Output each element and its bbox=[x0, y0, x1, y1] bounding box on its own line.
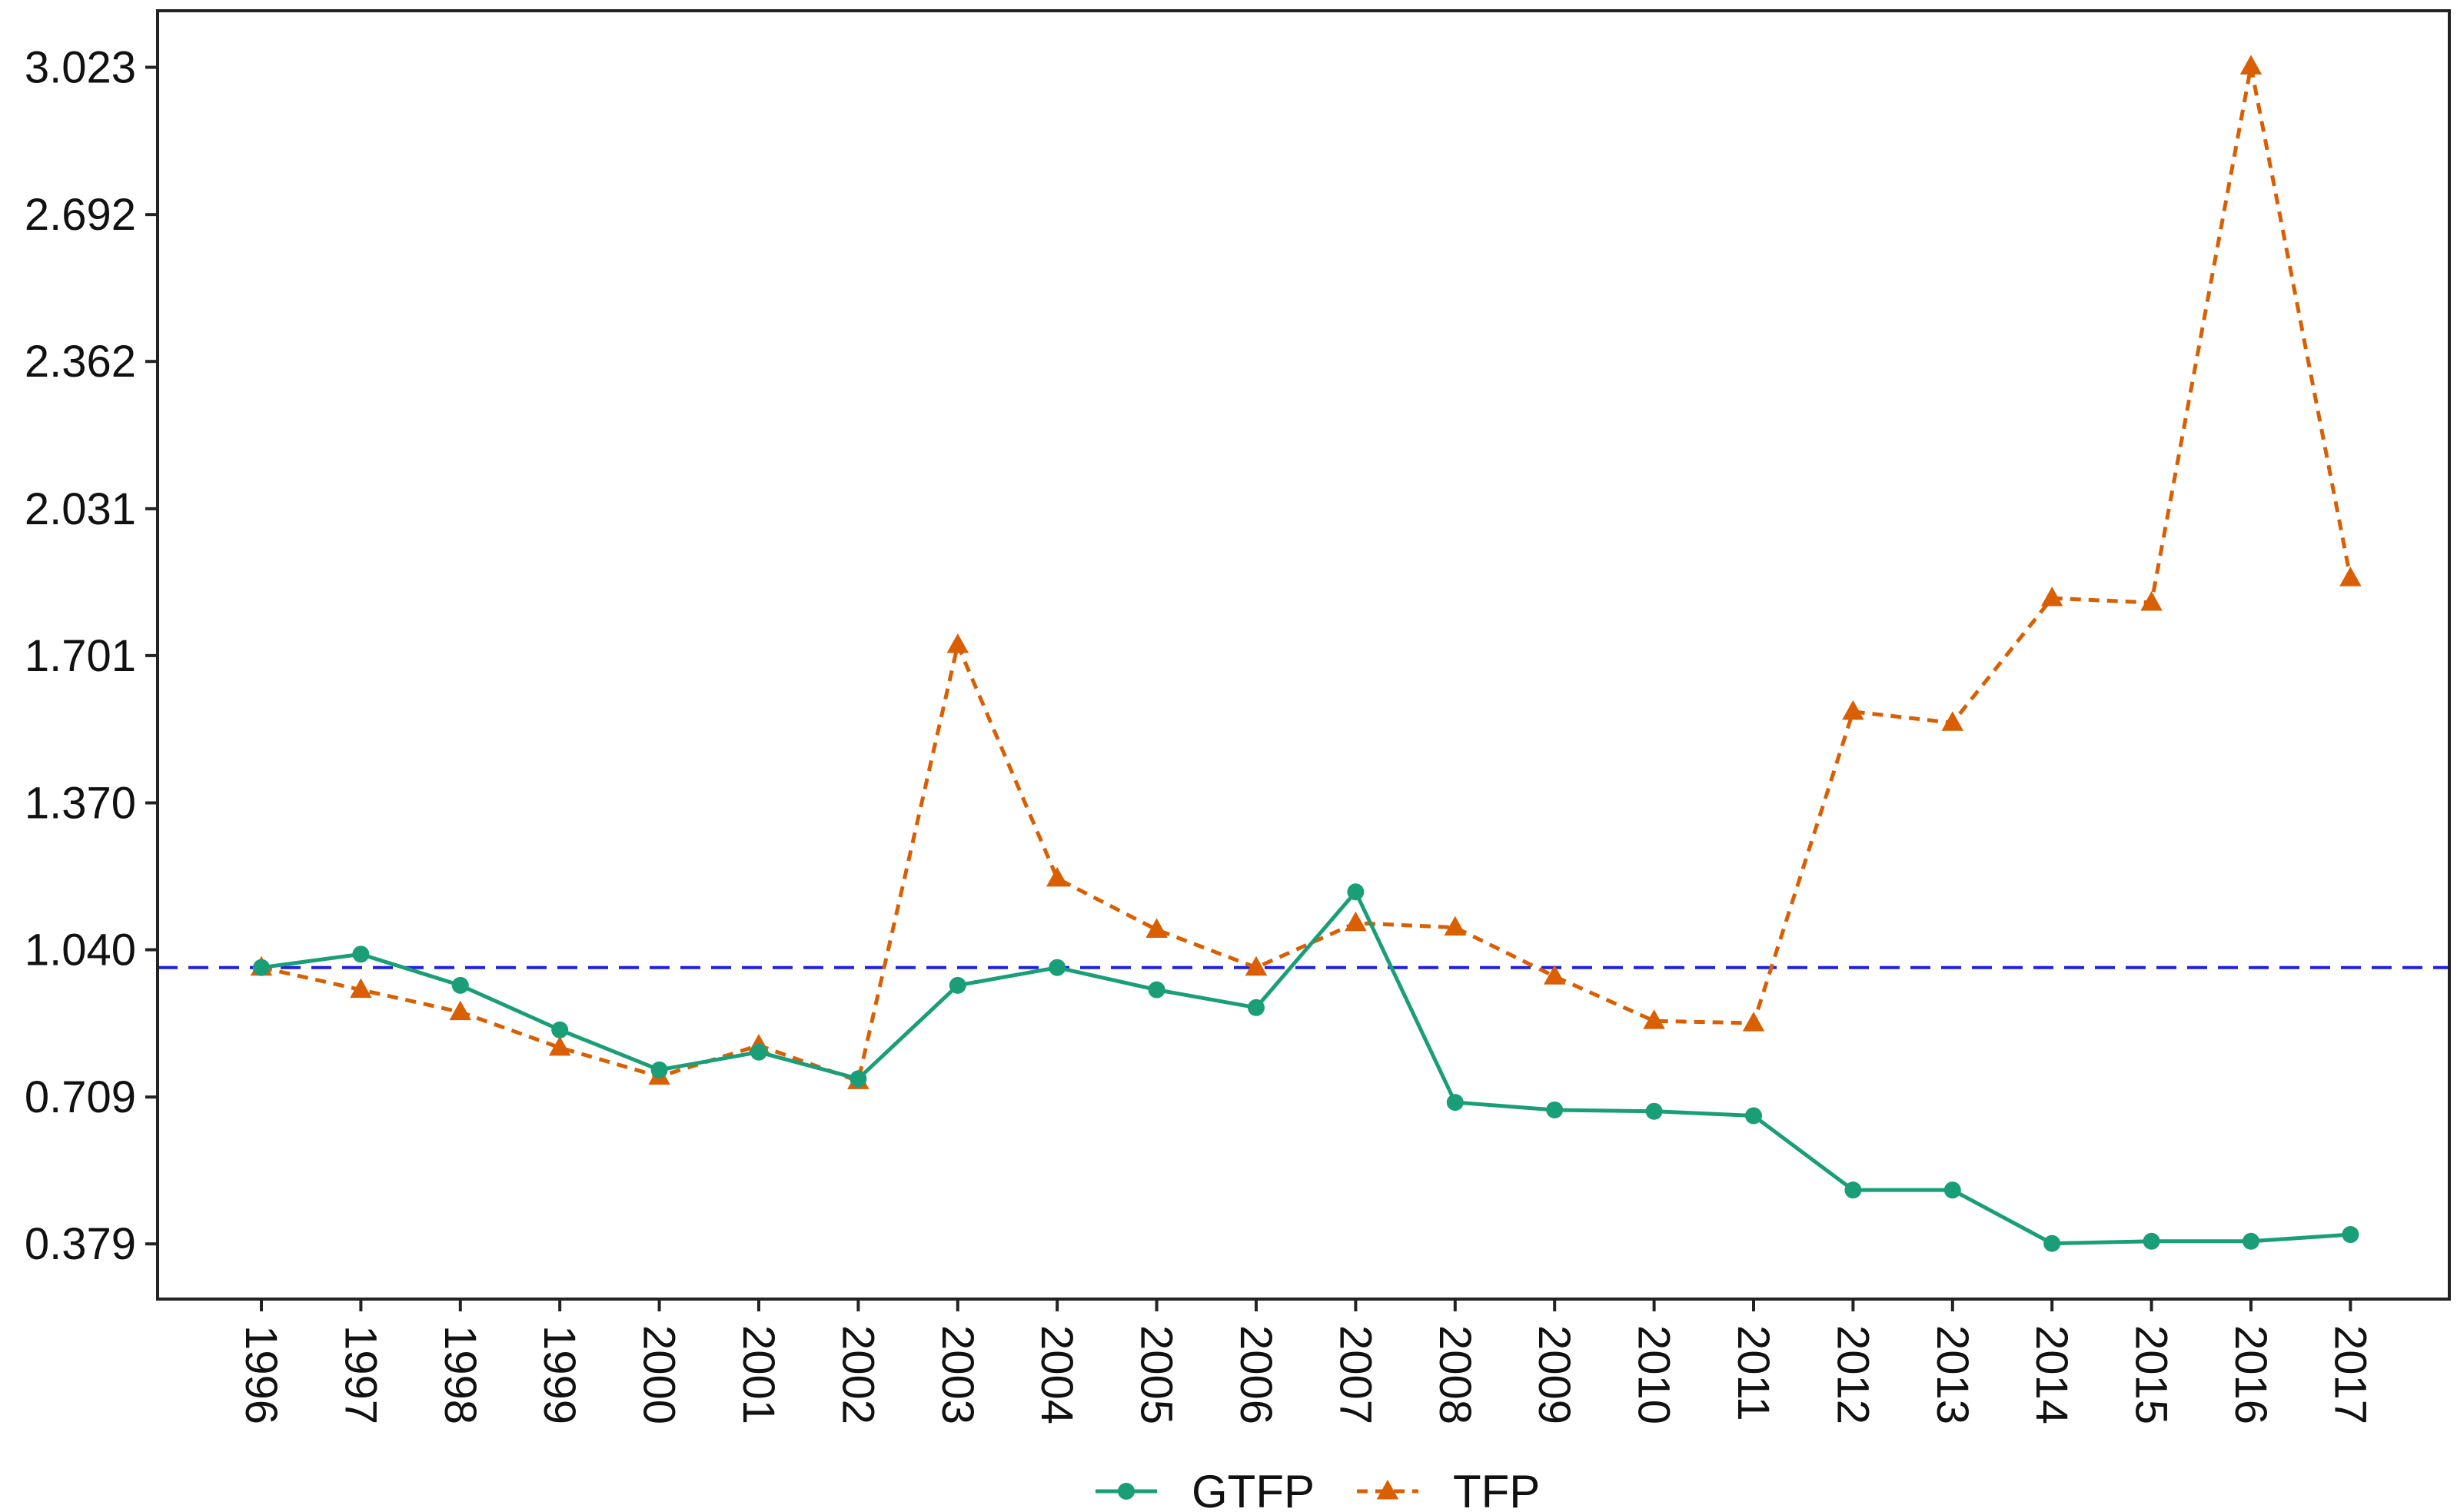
x-tick-label: 2007 bbox=[1330, 1325, 1380, 1424]
data-point-gtfp bbox=[2043, 1235, 2061, 1252]
legend-marker-triangle bbox=[1376, 1480, 1399, 1500]
x-tick-label: 2008 bbox=[1430, 1325, 1480, 1424]
x-tick-label: 1997 bbox=[335, 1325, 385, 1424]
x-tick-label: 1996 bbox=[236, 1325, 286, 1424]
x-tick-label: 2014 bbox=[2026, 1325, 2076, 1424]
data-point-gtfp bbox=[551, 1021, 569, 1038]
x-tick-label: 2001 bbox=[733, 1325, 783, 1424]
data-point-gtfp bbox=[1347, 883, 1365, 901]
data-point-tfp bbox=[2140, 590, 2163, 611]
x-tick-label: 2012 bbox=[1827, 1325, 1877, 1424]
y-tick-label: 0.379 bbox=[25, 1219, 136, 1269]
data-point-gtfp bbox=[650, 1061, 668, 1078]
x-tick-label: 2006 bbox=[1231, 1325, 1281, 1424]
x-tick-label: 1999 bbox=[534, 1325, 584, 1424]
x-tick-label: 2017 bbox=[2325, 1325, 2375, 1424]
x-tick-label: 2005 bbox=[1132, 1325, 1182, 1424]
x-tick-label: 2015 bbox=[2126, 1325, 2176, 1424]
data-point-tfp bbox=[1941, 711, 1964, 731]
x-tick-label: 2004 bbox=[1032, 1325, 1082, 1424]
y-tick-label: 2.692 bbox=[25, 190, 136, 240]
data-point-tfp bbox=[2339, 567, 2362, 587]
data-point-gtfp bbox=[1645, 1102, 1663, 1120]
y-tick-label: 2.362 bbox=[25, 337, 136, 387]
data-point-gtfp bbox=[1446, 1094, 1464, 1112]
series-line-tfp bbox=[261, 64, 2352, 1083]
data-point-tfp bbox=[449, 1000, 472, 1021]
plot-frame bbox=[156, 9, 2451, 1301]
x-tick-label: 2009 bbox=[1529, 1325, 1579, 1424]
data-point-gtfp bbox=[849, 1070, 867, 1088]
data-point-gtfp bbox=[2342, 1226, 2359, 1244]
data-point-gtfp bbox=[253, 959, 270, 976]
series-line-gtfp bbox=[261, 889, 2351, 1246]
y-tick-label: 0.709 bbox=[25, 1072, 136, 1122]
legend-item-gtfp: GTFP bbox=[1096, 1466, 1315, 1512]
data-point-tfp bbox=[1345, 911, 1367, 932]
data-point-tfp bbox=[1742, 1012, 1765, 1032]
data-point-tfp bbox=[1643, 1009, 1665, 1029]
legend-label: GTFP bbox=[1192, 1466, 1315, 1512]
data-point-tfp bbox=[2040, 587, 2063, 606]
y-tick-label: 1.370 bbox=[25, 778, 136, 828]
x-tick-label: 1998 bbox=[435, 1325, 485, 1424]
x-tick-label: 2002 bbox=[833, 1325, 883, 1424]
legend-item-tfp: TFP bbox=[1357, 1466, 1540, 1512]
data-point-tfp bbox=[548, 1035, 571, 1056]
x-tick-label: 2003 bbox=[933, 1325, 982, 1424]
data-point-gtfp bbox=[1248, 999, 1265, 1016]
x-tick-label: 2016 bbox=[2226, 1325, 2276, 1424]
data-point-tfp bbox=[1444, 916, 1467, 936]
y-axis: 0.379 0.709 1.040 1.370 1.701 2.031 2.362 2.692… bbox=[25, 43, 158, 1269]
data-point-tfp bbox=[350, 978, 372, 999]
data-point-gtfp bbox=[451, 976, 469, 994]
legend: GTFP TFP bbox=[1096, 1466, 1540, 1512]
data-point-tfp bbox=[1245, 955, 1268, 976]
legend-label: TFP bbox=[1453, 1466, 1540, 1512]
data-point-tfp bbox=[1543, 965, 1566, 985]
data-point-gtfp bbox=[1745, 1107, 1762, 1125]
data-point-gtfp bbox=[2243, 1232, 2259, 1250]
data-point-gtfp bbox=[2143, 1232, 2160, 1250]
data-point-gtfp bbox=[1148, 981, 1165, 999]
data-point-gtfp bbox=[1844, 1181, 1862, 1199]
data-point-tfp bbox=[1145, 918, 1168, 938]
x-tick-label: 2011 bbox=[1728, 1325, 1778, 1421]
legend-marker-circle bbox=[1118, 1483, 1135, 1500]
data-point-gtfp bbox=[1943, 1181, 1961, 1199]
y-tick-label: 2.031 bbox=[25, 484, 136, 534]
plot-area bbox=[158, 55, 2449, 1252]
x-tick-label: 2000 bbox=[634, 1325, 684, 1424]
y-tick-label: 3.023 bbox=[25, 43, 136, 93]
data-point-gtfp bbox=[750, 1043, 767, 1061]
data-point-gtfp bbox=[1546, 1101, 1564, 1118]
y-tick-label: 1.040 bbox=[25, 925, 136, 975]
x-axis: 1996 1997 1998 1999 2000 2001 2002 2003 2004 2005… bbox=[236, 1299, 2375, 1424]
data-point-gtfp bbox=[949, 976, 966, 994]
y-tick-label: 1.701 bbox=[25, 631, 136, 681]
data-point-tfp bbox=[1046, 866, 1069, 887]
x-tick-label: 2010 bbox=[1629, 1325, 1679, 1424]
data-point-tfp bbox=[2239, 55, 2263, 75]
data-point-tfp bbox=[1842, 700, 1864, 720]
data-point-gtfp bbox=[352, 945, 370, 963]
data-point-gtfp bbox=[1049, 959, 1066, 976]
x-tick-label: 2013 bbox=[1927, 1325, 1977, 1424]
data-point-tfp bbox=[946, 633, 969, 653]
